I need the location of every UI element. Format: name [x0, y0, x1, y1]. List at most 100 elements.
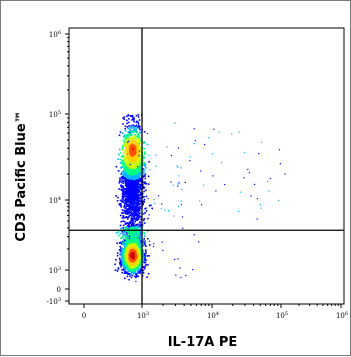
event-dot [123, 163, 126, 165]
event-dot [142, 243, 144, 245]
event-dot [127, 246, 129, 249]
event-dot [124, 127, 126, 130]
plot-area [68, 27, 345, 305]
event-dot [128, 159, 131, 162]
event-dot [136, 138, 138, 140]
event-dot [135, 144, 137, 146]
event-dot [119, 260, 122, 262]
event-dot [144, 255, 147, 257]
event-dot [127, 251, 130, 254]
event-dot [118, 181, 120, 184]
event-dot [137, 269, 140, 272]
event-dot [138, 163, 141, 165]
event-dot [119, 262, 121, 265]
event-dot [129, 171, 131, 173]
event-dot [130, 167, 132, 169]
event-dot [142, 251, 145, 253]
event-dot [120, 265, 122, 268]
x-axis-ticks: 0 103 104 105 106 [82, 304, 348, 320]
event-dot [123, 116, 125, 118]
event-dot [142, 260, 145, 263]
event-dot [134, 154, 137, 156]
event-dot [138, 246, 141, 249]
event-dot [143, 253, 146, 255]
event-dot [124, 256, 127, 259]
event-dot [121, 271, 123, 274]
event-dot [136, 254, 139, 257]
event-dot [137, 166, 140, 169]
event-dot [129, 232, 131, 235]
event-dot [143, 261, 146, 264]
event-dot [131, 179, 133, 182]
event-dot [139, 272, 142, 274]
event-dot [137, 126, 139, 128]
event-dot [119, 179, 121, 181]
event-dot [138, 159, 140, 161]
event-dot [129, 148, 131, 151]
event-dot [148, 240, 151, 242]
event-dot [136, 171, 139, 173]
event-dot [127, 199, 129, 202]
event-dot [121, 249, 123, 251]
event-dot [129, 261, 131, 263]
event-dot [131, 242, 133, 244]
event-dot [122, 264, 125, 267]
event-dot [120, 200, 123, 203]
event-dot [127, 268, 129, 270]
event-dot [134, 242, 136, 245]
event-dot [134, 234, 137, 236]
event-dot [128, 167, 130, 170]
event-dot [126, 167, 129, 170]
event-dot [185, 274, 187, 277]
event-dot [136, 243, 139, 246]
event-dot [125, 170, 128, 173]
event-dot [129, 230, 132, 232]
event-dot [143, 222, 146, 224]
event-dot [120, 264, 123, 267]
event-dot [140, 249, 142, 252]
event-dot [118, 188, 120, 190]
event-dot [135, 157, 137, 159]
event-dot [122, 236, 124, 239]
event-dot [130, 139, 133, 141]
event-dot [133, 262, 136, 265]
event-dot [138, 245, 140, 247]
event-dot [130, 192, 132, 194]
event-dot [126, 275, 129, 278]
event-dot [129, 153, 132, 156]
event-dot [139, 199, 141, 201]
event-dot [134, 181, 137, 183]
event-dot [157, 195, 160, 197]
event-dot [122, 154, 124, 157]
event-dot [138, 143, 141, 146]
event-dot [131, 197, 134, 200]
event-dot [132, 226, 135, 229]
event-dot [128, 244, 131, 247]
event-dot [200, 170, 202, 172]
event-dot [130, 210, 133, 213]
event-dot [129, 175, 132, 178]
event-dot [259, 204, 262, 206]
event-dot [126, 185, 128, 188]
y-tick-label: 104 [49, 196, 61, 205]
event-dot [138, 250, 141, 252]
event-dot [137, 168, 139, 171]
event-dot [147, 183, 150, 185]
event-dot [136, 212, 138, 215]
event-dot [122, 243, 125, 246]
event-dot [130, 173, 132, 176]
event-dot [144, 208, 146, 210]
event-dot [124, 177, 127, 180]
event-dot [132, 167, 135, 169]
event-dot [267, 180, 269, 183]
event-dot [142, 141, 145, 143]
event-dot [138, 203, 141, 205]
event-dot [123, 144, 125, 146]
event-dot [201, 204, 203, 206]
event-dot [133, 126, 136, 129]
event-dot [231, 133, 233, 135]
event-dot [117, 268, 120, 270]
event-dot [125, 143, 127, 146]
event-dot [138, 252, 140, 255]
event-dot [134, 202, 136, 204]
